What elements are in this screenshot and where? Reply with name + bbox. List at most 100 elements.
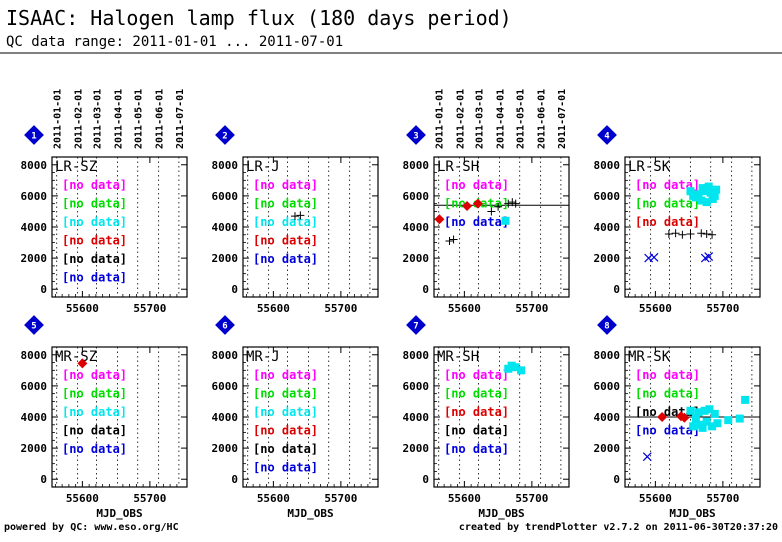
data-point-square (705, 405, 714, 414)
panel-badge-number: 4 (604, 132, 610, 142)
y-tick-label: 6000 (21, 380, 48, 393)
footer-right: created by trendPlotter v2.7.2 on 2011-0… (459, 522, 778, 533)
y-tick-label: 2000 (21, 252, 48, 265)
panel-title: MR-SK (628, 349, 671, 365)
y-tick-label: 4000 (594, 411, 621, 424)
no-data-label-green: [no data] (635, 197, 700, 211)
page-subtitle: QC data range: 2011-01-01 ... 2011-07-01 (6, 34, 343, 50)
y-tick-label: 8000 (594, 159, 621, 172)
data-point-square (704, 182, 713, 191)
panel-frame (624, 346, 761, 488)
data-point-square (501, 216, 510, 225)
y-tick-label: 6000 (403, 190, 430, 203)
panel-badge-icon (406, 315, 426, 335)
panel-title: MR-SZ (55, 349, 97, 365)
x-tick-label: 55700 (706, 302, 739, 315)
x-tick-label: 55600 (66, 302, 99, 315)
panel-frame (433, 346, 570, 488)
data-point-square (724, 416, 733, 425)
date-tick-label: 2011-07-01 (557, 89, 568, 149)
page-title: ISAAC: Halogen lamp flux (180 days perio… (6, 6, 512, 30)
x-axis-label: MJD_OBS (96, 507, 142, 520)
y-tick-label: 6000 (594, 190, 621, 203)
y-tick-label: 0 (40, 473, 47, 486)
panel-title: LR-SK (628, 159, 671, 175)
data-point-square (507, 361, 516, 370)
panel-frame (242, 156, 379, 298)
y-tick-label: 4000 (212, 411, 239, 424)
no-data-label-black: [no data] (444, 424, 509, 438)
x-tick-label: 55600 (448, 302, 481, 315)
y-tick-label: 2000 (403, 252, 430, 265)
date-tick-label: 2011-03-01 (475, 89, 486, 149)
panel-mr-sz: 5 0 2000 4000 6000 8000 55600 55700 MJD_OBS MR-SZ… (21, 315, 188, 520)
y-tick-label: 0 (613, 473, 620, 486)
x-tick-label: 55600 (257, 492, 290, 505)
x-axis-label: MJD_OBS (478, 507, 524, 520)
panel-mr-sh: 7 0 2000 4000 6000 8000 55600 55700 MJD_OBS MR-SH… (403, 315, 570, 520)
x-tick-label: 55700 (515, 492, 548, 505)
no-data-label-blue: [no data] (62, 271, 127, 285)
no-data-label-green: [no data] (635, 387, 700, 401)
panel-title: LR-SZ (55, 159, 97, 175)
panel-frame (433, 156, 570, 298)
data-point-plus (686, 230, 695, 238)
x-tick-label: 55600 (448, 492, 481, 505)
no-data-label-blue: [no data] (62, 442, 127, 456)
data-point-diamond (434, 214, 445, 225)
y-tick-label: 2000 (212, 252, 239, 265)
no-data-label-black: [no data] (62, 424, 127, 438)
y-tick-label: 4000 (403, 411, 430, 424)
data-point-square (710, 409, 719, 418)
y-tick-label: 2000 (21, 442, 48, 455)
data-point-square (713, 419, 722, 428)
y-tick-label: 0 (613, 283, 620, 296)
y-tick-label: 8000 (21, 349, 48, 362)
data-point-square (694, 408, 703, 417)
date-tick-label: 2011-04-01 (113, 89, 124, 149)
panel-badge-icon (215, 315, 235, 335)
data-point-diamond (679, 412, 690, 423)
panel-badge-number: 5 (31, 322, 36, 332)
no-data-label-black: [no data] (62, 252, 127, 266)
data-point-square (694, 190, 703, 199)
x-axis-label: MJD_OBS (287, 507, 333, 520)
no-data-label-blue: [no data] (444, 442, 509, 456)
data-point-square (741, 395, 750, 404)
y-tick-label: 2000 (403, 442, 430, 455)
no-data-label-green: [no data] (253, 387, 318, 401)
data-point-square (708, 422, 717, 431)
y-tick-label: 6000 (403, 380, 430, 393)
no-data-label-red: [no data] (62, 234, 127, 248)
y-tick-label: 8000 (594, 349, 621, 362)
data-point-diamond (472, 198, 483, 209)
no-data-label-cyan: [no data] (253, 405, 318, 419)
y-tick-label: 4000 (212, 221, 239, 234)
y-tick-label: 8000 (403, 349, 430, 362)
y-tick-label: 4000 (21, 221, 48, 234)
data-point-square (700, 187, 709, 196)
y-tick-label: 4000 (594, 221, 621, 234)
panel-lr-j: 2 0 2000 4000 6000 8000 55600 55700 LR-J [no data… (212, 125, 379, 315)
no-data-label-magenta: [no data] (62, 178, 127, 192)
x-tick-label: 55700 (324, 302, 357, 315)
no-data-label-magenta: [no data] (253, 178, 318, 192)
y-tick-label: 6000 (212, 380, 239, 393)
y-tick-label: 6000 (212, 190, 239, 203)
no-data-label-blue: [no data] (253, 461, 318, 475)
data-point-plus (449, 235, 458, 244)
data-point-square (702, 198, 711, 207)
x-tick-label: 55700 (133, 492, 166, 505)
data-point-diamond (657, 412, 668, 422)
panel-badge-icon (24, 315, 44, 335)
data-point-cross (704, 252, 714, 261)
y-tick-label: 2000 (594, 442, 621, 455)
data-point-plus (664, 230, 673, 238)
no-data-label-red: [no data] (444, 405, 509, 419)
data-point-plus (511, 199, 520, 208)
data-point-plus (494, 202, 503, 211)
panel-badge-number: 1 (31, 132, 36, 142)
no-data-label-cyan: [no data] (62, 405, 127, 419)
data-point-square (511, 363, 520, 372)
